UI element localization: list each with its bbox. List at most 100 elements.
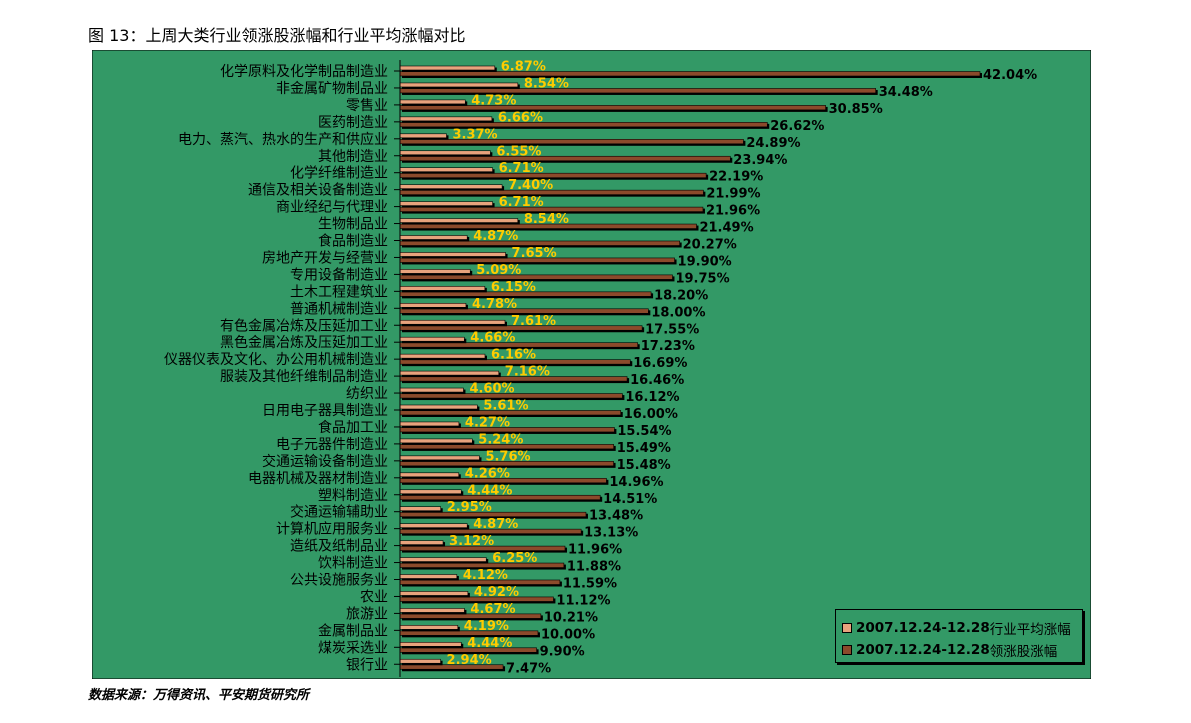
category-group: 纺织业 4.60% 16.12% [346, 382, 680, 406]
category-label: 零售业 [346, 98, 388, 114]
category-label: 专用设备制造业 [290, 266, 388, 283]
bar-industry-average [399, 421, 460, 427]
data-label-average: 4.87% [473, 517, 518, 532]
bar-industry-average [399, 336, 465, 342]
category-label: 公共设施服务业 [290, 573, 388, 589]
category-group: 公共设施服务业 4.12% 11.59% [290, 568, 617, 592]
category-group: 电子元器件制造业 5.24% 15.49% [276, 432, 671, 456]
bar-industry-average [399, 387, 464, 393]
legend-swatch-average [842, 623, 852, 633]
bar-top-stock [399, 155, 731, 162]
bar-top-stock [399, 308, 649, 314]
data-label-top-stock: 13.48% [589, 509, 643, 524]
data-label-top-stock: 15.54% [617, 424, 671, 439]
chart-area: 化学原料及化学制品制造业 6.87% 42.04% 非金属矿物制品业 8.54% 34.4… [92, 50, 1091, 679]
bar-industry-average [399, 150, 491, 156]
bar-top-stock [399, 172, 707, 178]
data-label-top-stock: 16.12% [625, 390, 679, 405]
category-label: 房地产开发与经营业 [262, 250, 388, 266]
category-label: 交通运输辅助业 [290, 504, 388, 521]
data-label-average: 4.60% [469, 382, 514, 397]
bar-top-stock [399, 122, 768, 128]
bar-industry-average [399, 472, 460, 478]
category-group: 生物制品业 8.54% 21.49% [318, 212, 754, 236]
bar-top-stock [399, 562, 565, 568]
category-group: 通信及相关设备制造业 7.40% 21.99% [248, 178, 761, 202]
data-label-top-stock: 10.00% [541, 627, 595, 642]
category-group: 造纸及纸制品业 3.12% 11.96% [290, 534, 622, 558]
data-label-average: 7.40% [508, 178, 553, 193]
bar-top-stock [399, 88, 876, 94]
data-label-average: 4.87% [473, 229, 518, 244]
category-group: 塑料制造业 4.44% 14.51% [318, 483, 657, 507]
data-label-top-stock: 14.51% [603, 492, 657, 507]
data-label-average: 6.55% [496, 144, 541, 159]
bar-top-stock [399, 240, 680, 246]
bar-industry-average [399, 523, 468, 528]
category-group: 煤炭采选业 4.44% 9.90% [318, 636, 585, 660]
data-label-top-stock: 26.62% [770, 119, 824, 134]
bar-top-stock [399, 71, 981, 77]
category-label: 通信及相关设备制造业 [248, 182, 388, 199]
data-label-top-stock: 10.21% [544, 610, 598, 625]
category-label: 非金属矿物制品业 [276, 81, 388, 97]
data-label-average: 5.61% [483, 399, 528, 414]
data-label-top-stock: 16.69% [633, 356, 687, 371]
data-label-average: 4.12% [463, 568, 508, 583]
category-label: 土木工程建筑业 [290, 284, 388, 300]
data-label-top-stock: 22.19% [709, 170, 763, 185]
legend-item-top: 2007.12.24-12.28 领涨股涨幅 [842, 640, 1057, 660]
category-group: 银行业 2.94% 7.47% [346, 653, 551, 677]
bar-industry-average [399, 319, 506, 325]
category-group: 商业经纪与代理业 6.71% 21.96% [276, 195, 760, 219]
category-group: 服装及其他纤维制品制造业 7.16% 16.46% [220, 365, 684, 389]
data-label-average: 6.71% [499, 161, 544, 176]
category-label: 黑色金属冶炼及压延加工业 [220, 334, 388, 351]
data-label-average: 6.71% [499, 195, 544, 210]
category-label: 普通机械制造业 [290, 301, 388, 317]
bar-industry-average [399, 65, 496, 71]
data-label-top-stock: 13.13% [584, 526, 638, 541]
category-label: 化学纤维制造业 [290, 166, 388, 182]
data-label-top-stock: 11.96% [568, 543, 622, 558]
data-label-average: 6.87% [501, 60, 546, 75]
bar-industry-average [399, 99, 466, 105]
category-group: 饮料制造业 6.25% 11.88% [318, 551, 621, 575]
bar-top-stock [399, 105, 826, 111]
category-group: 金属制品业 4.19% 10.00% [318, 619, 595, 643]
category-label: 商业经纪与代理业 [276, 200, 388, 216]
data-label-top-stock: 11.59% [563, 577, 617, 592]
data-label-top-stock: 15.48% [617, 458, 671, 473]
data-label-top-stock: 23.94% [733, 153, 787, 168]
data-label-top-stock: 19.90% [678, 254, 732, 269]
category-group: 仪器仪表及文化、办公用机械制造业 6.16% 16.69% [164, 348, 687, 372]
bar-industry-average [399, 641, 462, 647]
data-label-top-stock: 7.47% [506, 661, 551, 676]
category-label: 有色金属冶炼及压延加工业 [220, 317, 388, 334]
legend-date: 2007.12.24-12.28 [856, 620, 990, 636]
data-label-average: 4.92% [474, 585, 519, 600]
category-label: 医药制造业 [318, 115, 388, 131]
data-label-average: 5.76% [485, 449, 530, 464]
category-group: 食品制造业 4.87% 20.27% [318, 229, 737, 253]
data-label-top-stock: 17.23% [641, 339, 695, 354]
category-label: 造纸及纸制品业 [290, 539, 388, 555]
data-label-top-stock: 34.48% [879, 85, 933, 100]
category-label: 电器机械及器材制造业 [248, 471, 388, 487]
data-label-average: 2.95% [447, 500, 492, 515]
data-label-top-stock: 17.55% [645, 322, 699, 337]
legend-item-average: 2007.12.24-12.28 行业平均涨幅 [842, 618, 1071, 638]
data-label-average: 8.54% [524, 212, 569, 227]
bar-industry-average [399, 82, 519, 88]
category-group: 化学原料及化学制品制造业 6.87% 42.04% [220, 60, 1037, 84]
bar-industry-average [399, 353, 486, 359]
category-label: 电力、蒸汽、热水的生产和供应业 [178, 131, 388, 148]
category-label: 其他制造业 [318, 149, 388, 165]
bar-industry-average [399, 252, 506, 257]
bar-industry-average [399, 489, 462, 495]
data-label-average: 4.26% [465, 466, 510, 481]
data-label-top-stock: 42.04% [983, 68, 1037, 83]
category-group: 有色金属冶炼及压延加工业 7.61% 17.55% [220, 314, 699, 338]
category-group: 其他制造业 6.55% 23.94% [318, 144, 787, 168]
data-label-average: 2.94% [447, 653, 492, 668]
